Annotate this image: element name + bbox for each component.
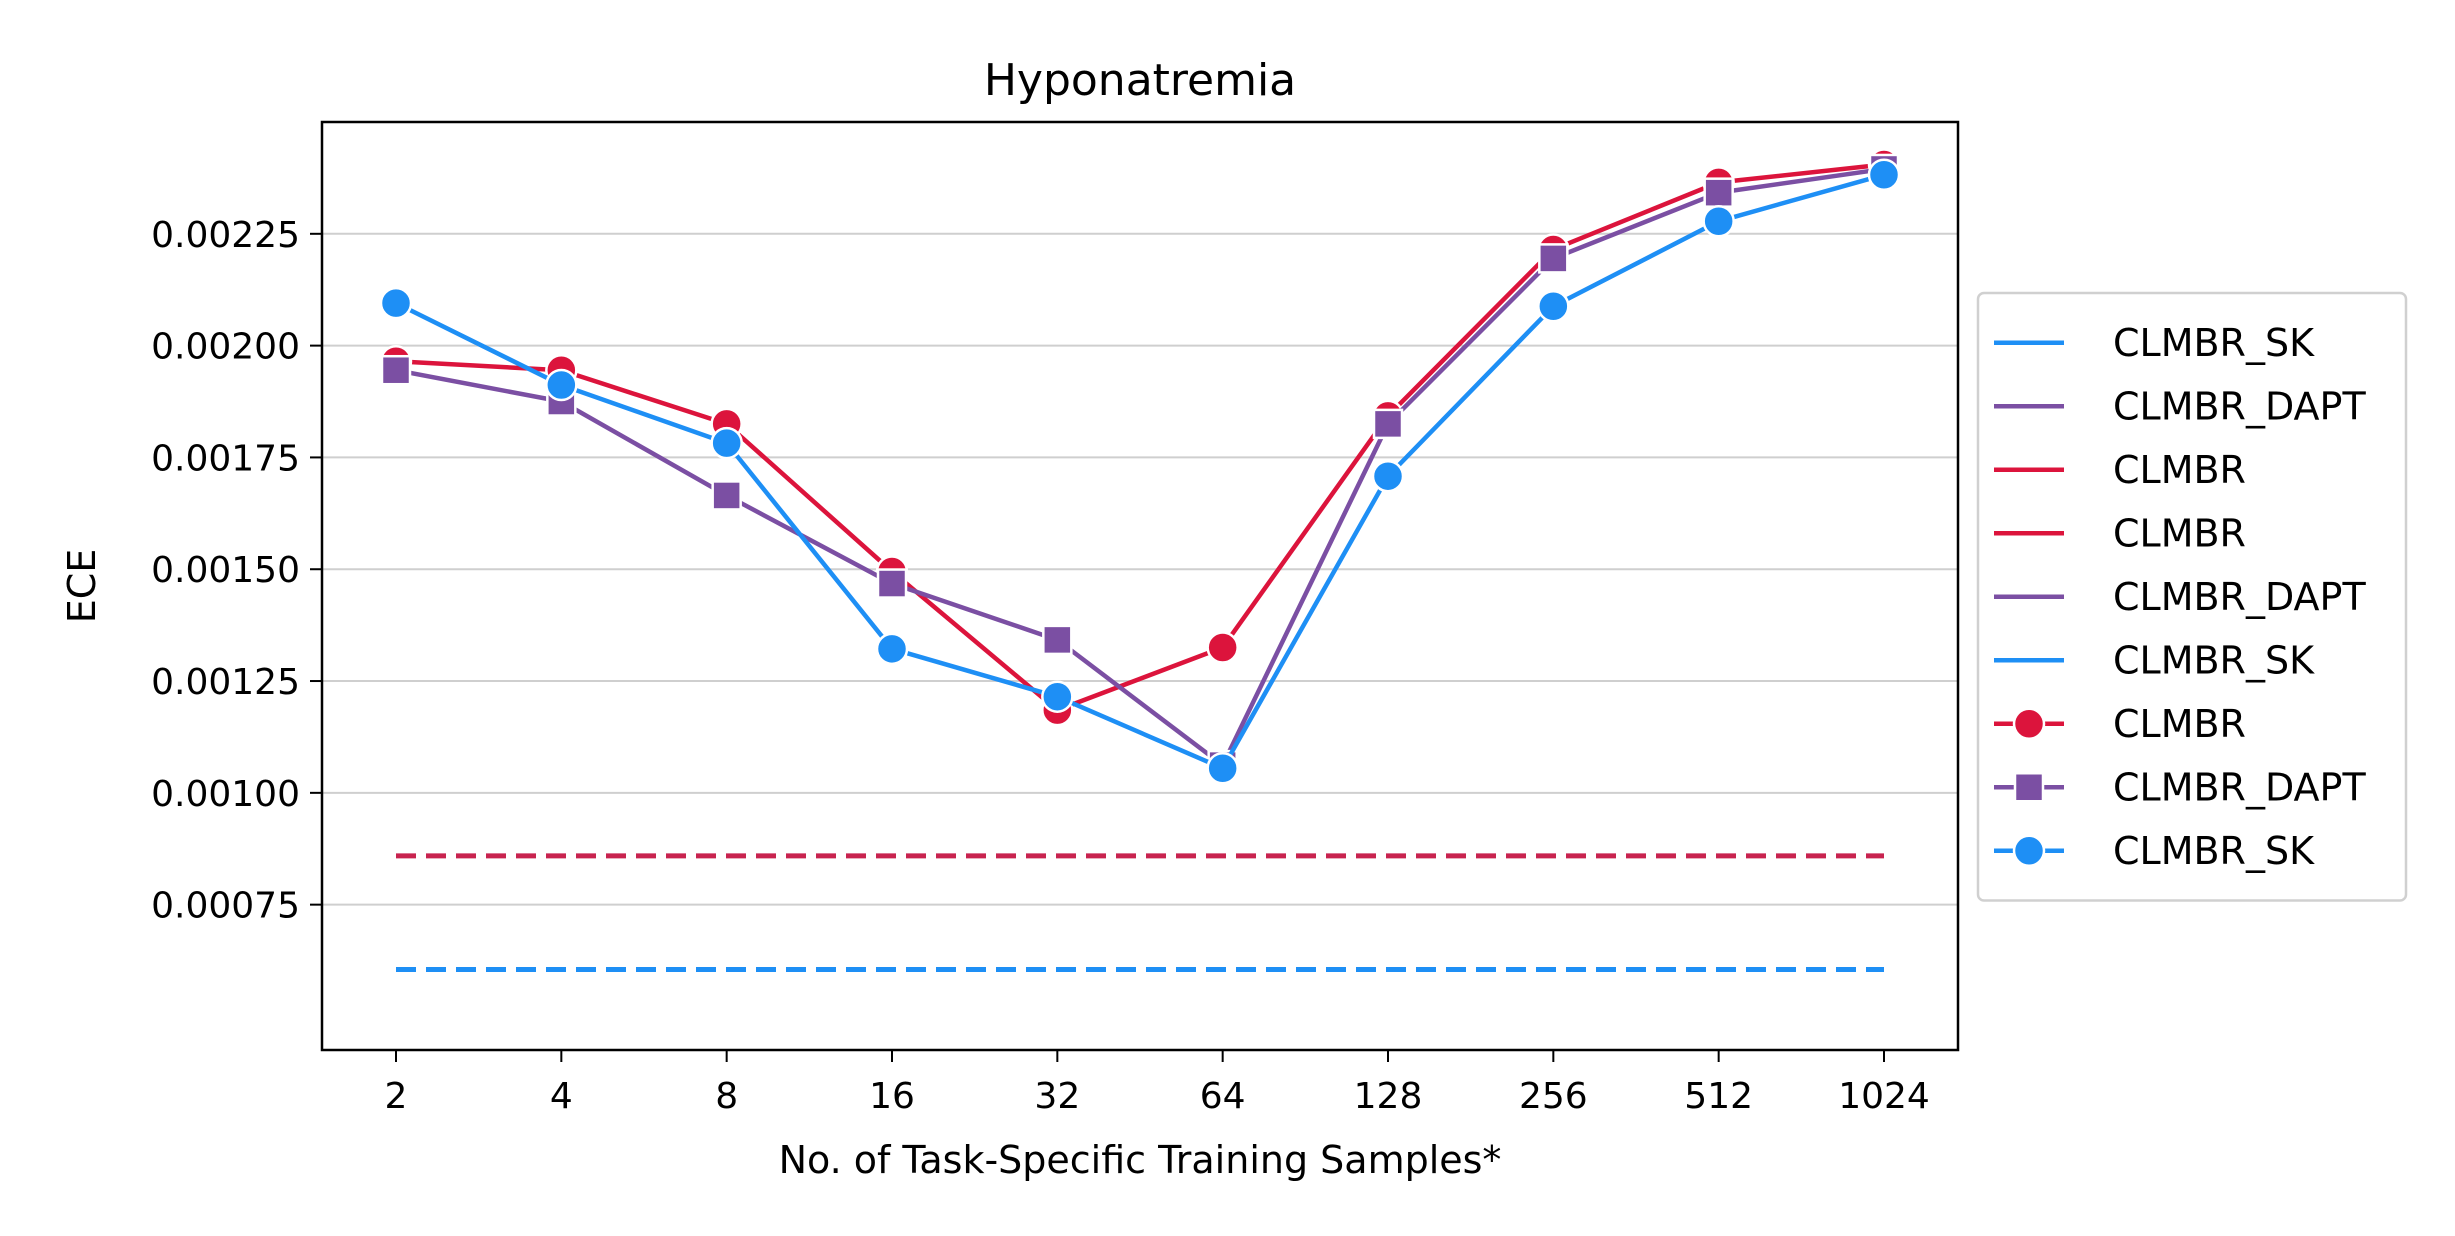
data-point-clmbr-sk — [1867, 158, 1901, 192]
legend-label-clmbr: CLMBR — [2113, 448, 2246, 492]
chart-title: Hyponatremia — [984, 55, 1296, 106]
data-point-clmbr-sk — [379, 286, 413, 320]
grid-lines — [322, 232, 1958, 906]
series-clmbr-sk — [379, 158, 1901, 785]
series-clmbr — [379, 148, 1901, 727]
legend-box — [1976, 291, 2408, 902]
data-point-clmbr-sk — [710, 426, 743, 460]
data-point-clmbr-dapt — [380, 354, 412, 386]
data-point-clmbr-dapt — [711, 480, 742, 511]
x-tick-label: 256 — [1519, 1076, 1588, 1117]
baseline-lines — [396, 853, 1884, 972]
data-point-clmbr-sk — [1206, 751, 1239, 785]
series-clmbr-dapt — [380, 153, 1900, 781]
y-tick-label: 0.00175 — [151, 438, 300, 479]
legend-label-clmbr-dapt: CLMBR_DAPT — [2113, 575, 2366, 619]
y-tick-label: 0.00150 — [151, 550, 300, 591]
data-point-clmbr-sk — [1537, 290, 1570, 323]
data-point-clmbr-dapt — [876, 568, 908, 599]
data-point-clmbr-dapt — [1703, 177, 1734, 208]
x-tick-label: 8 — [715, 1076, 738, 1117]
y-tick-label: 0.00225 — [151, 215, 300, 256]
legend-label-clmbr: CLMBR — [2113, 702, 2246, 746]
x-tick-label: 64 — [1200, 1076, 1246, 1117]
legend-marker-clmbr — [2012, 707, 2046, 740]
y-tick-label: 0.00200 — [151, 327, 300, 368]
data-point-clmbr-sk — [875, 632, 909, 666]
legend-label-clmbr-dapt: CLMBR_DAPT — [2113, 384, 2366, 428]
data-point-clmbr-sk — [1371, 459, 1405, 493]
y-axis-label: ECE — [60, 549, 104, 624]
legend-marker-clmbr-sk — [2012, 834, 2046, 867]
data-point-clmbr-sk — [545, 368, 578, 402]
x-tick-label: 2 — [385, 1076, 408, 1117]
x-tick-label: 128 — [1354, 1076, 1423, 1117]
data-point-clmbr-dapt — [1538, 243, 1569, 274]
series-line-clmbr-dapt — [395, 166, 1885, 768]
x-tick-label: 512 — [1684, 1076, 1753, 1117]
legend-label-clmbr-dapt: CLMBR_DAPT — [2113, 765, 2366, 809]
data-point-clmbr-dapt — [1042, 624, 1073, 656]
x-tick-label: 1024 — [1838, 1076, 1930, 1117]
data-point-clmbr — [1206, 631, 1239, 664]
series-layer — [379, 148, 1901, 785]
legend-label-clmbr: CLMBR — [2113, 511, 2246, 555]
plot-frame — [320, 120, 1960, 1052]
y-tick-label: 0.00125 — [151, 662, 300, 703]
y-tick-label: 0.00100 — [151, 774, 300, 815]
x-tick-label: 32 — [1034, 1076, 1080, 1117]
axis-ticks: 0.00075 0.00100 0.00125 0.00150 0.00175 0.002… — [151, 215, 1930, 1117]
legend-marker-clmbr-dapt — [2013, 772, 2045, 803]
legend: CLMBR_SK CLMBR_DAPT CLMBR CLMBR CLMBR_DAPT CL… — [1976, 291, 2408, 902]
data-point-clmbr-sk — [1041, 680, 1074, 713]
x-tick-label: 16 — [869, 1076, 915, 1117]
legend-label-clmbr-sk: CLMBR_SK — [2113, 321, 2315, 365]
y-tick-label: 0.00075 — [151, 886, 300, 927]
series-line-clmbr-sk — [395, 172, 1885, 771]
legend-label-clmbr-sk: CLMBR_SK — [2113, 638, 2315, 682]
x-tick-label: 4 — [550, 1076, 573, 1117]
data-point-clmbr-sk — [1702, 205, 1735, 238]
legend-label-clmbr-sk: CLMBR_SK — [2113, 829, 2315, 873]
x-axis-label: No. of Task-Specific Training Samples* — [779, 1138, 1502, 1182]
data-point-clmbr-dapt — [1372, 408, 1404, 440]
series-line-clmbr — [395, 162, 1885, 713]
